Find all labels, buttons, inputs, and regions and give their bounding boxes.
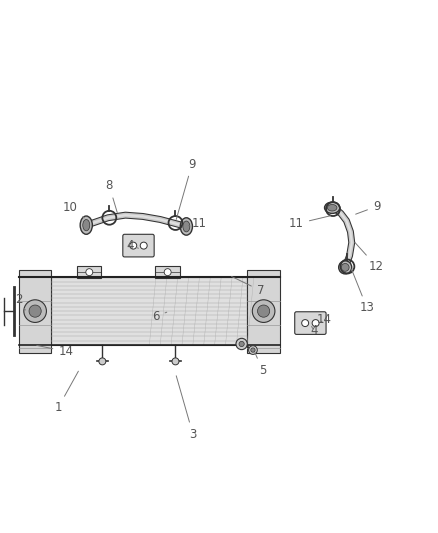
Circle shape [130,242,137,249]
FancyBboxPatch shape [155,266,180,278]
Text: 10: 10 [63,201,84,218]
Circle shape [251,348,255,352]
Circle shape [86,269,93,276]
Circle shape [164,269,171,276]
Bar [51,277,247,345]
Text: 4: 4 [126,239,138,252]
Text: 2: 2 [15,293,25,310]
Text: 12: 12 [355,243,384,273]
Circle shape [239,341,244,346]
Text: 9: 9 [176,158,196,220]
Ellipse shape [325,202,340,213]
Ellipse shape [83,220,90,231]
Circle shape [24,300,46,322]
Text: 14: 14 [317,313,332,326]
Text: 7: 7 [232,277,264,297]
Text: 11: 11 [188,217,207,230]
Bar [247,270,280,353]
Circle shape [99,358,106,365]
Circle shape [312,320,319,327]
Ellipse shape [183,221,190,232]
Circle shape [252,300,275,322]
Circle shape [236,338,247,350]
Ellipse shape [180,218,192,235]
Circle shape [172,358,179,365]
Text: 8: 8 [106,180,117,213]
FancyBboxPatch shape [77,266,102,278]
Circle shape [249,346,257,354]
Ellipse shape [327,205,337,211]
Text: 9: 9 [356,200,380,214]
Circle shape [302,320,309,327]
FancyBboxPatch shape [295,312,326,334]
Circle shape [29,305,41,317]
Text: 6: 6 [152,310,167,323]
Bar [19,270,51,353]
Ellipse shape [341,263,349,271]
Circle shape [140,242,147,249]
Text: 4: 4 [310,325,318,337]
Text: 5: 5 [255,353,266,377]
Text: 3: 3 [176,376,197,441]
Text: 1: 1 [54,371,78,415]
Ellipse shape [80,216,92,235]
Circle shape [258,305,270,317]
Ellipse shape [339,261,352,274]
FancyBboxPatch shape [123,235,154,257]
Text: 11: 11 [289,216,330,230]
Text: 13: 13 [351,269,374,314]
Text: 14: 14 [37,345,73,358]
